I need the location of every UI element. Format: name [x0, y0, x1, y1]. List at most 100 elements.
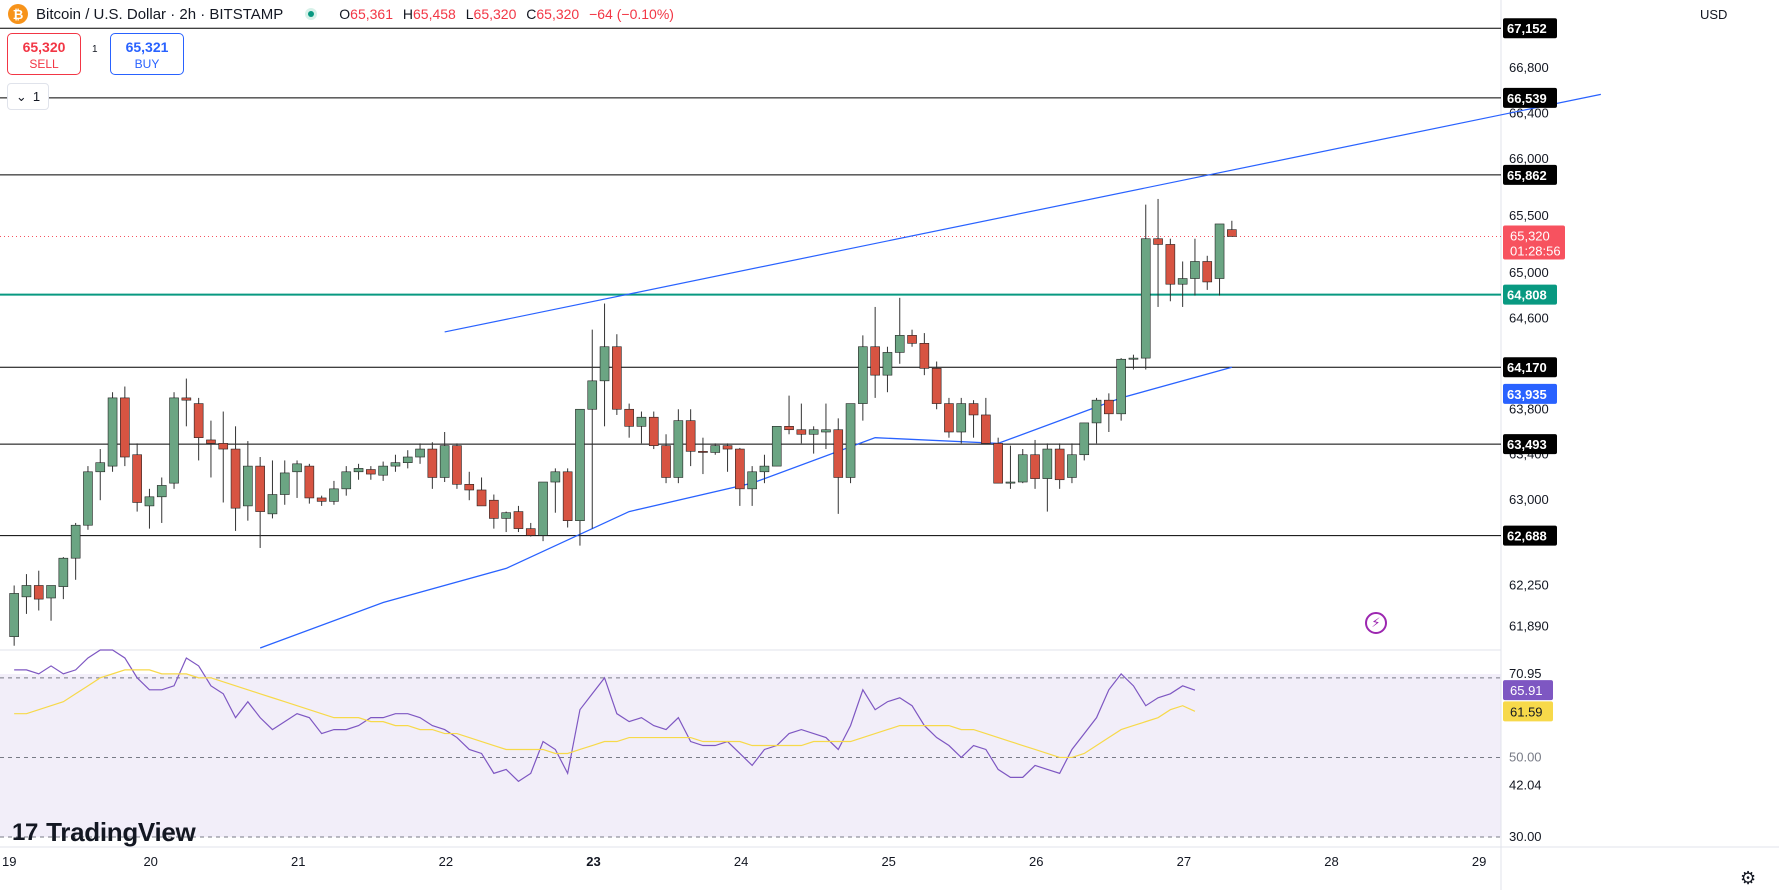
rsi-ma-value-label: 61.59 — [1510, 704, 1543, 719]
candle-7 — [95, 462, 106, 473]
candle-70 — [870, 346, 880, 376]
candle-9 — [120, 397, 130, 458]
level-label-2: 65,862 — [1507, 168, 1547, 183]
level-label-4-bg — [1503, 434, 1557, 455]
candle-50 — [624, 408, 634, 427]
candle-19 — [243, 465, 253, 507]
rsi-line — [14, 649, 1196, 783]
candle-48 — [599, 346, 610, 382]
candle-83 — [1030, 454, 1040, 479]
candle-76 — [944, 403, 954, 433]
tradingview-mark-icon: 17 — [12, 818, 39, 846]
candle-79 — [981, 414, 991, 444]
trendline — [444, 93, 1601, 333]
level-label-3-bg — [1503, 357, 1557, 378]
time-tick-9: 28 — [1324, 854, 1338, 869]
candle-24 — [304, 465, 315, 499]
time-tick-6: 25 — [881, 854, 895, 869]
candle-47 — [587, 380, 598, 410]
lightning-icon[interactable]: ⚡ — [1365, 612, 1387, 634]
candle-93 — [1153, 238, 1163, 245]
candle-72 — [894, 335, 905, 353]
rsi-pane — [0, 650, 1501, 845]
candle-14 — [181, 397, 192, 401]
candle-39 — [489, 499, 499, 519]
candle-3 — [46, 585, 56, 599]
currency-selector[interactable]: USD — [1700, 6, 1728, 22]
market-status-icon — [305, 8, 318, 20]
time-tick-10: 29 — [1472, 854, 1486, 869]
candle-87 — [1079, 422, 1090, 456]
ma-label: 63,935 — [1507, 387, 1547, 402]
candle-81 — [1005, 481, 1016, 484]
level-label-5: 62,688 — [1507, 529, 1547, 544]
candle-52 — [648, 416, 659, 446]
candle-71 — [882, 352, 893, 376]
level-label-5-bg — [1503, 525, 1557, 546]
candle-69 — [858, 346, 868, 404]
candle-73 — [907, 335, 917, 344]
time-tick-2: 21 — [291, 854, 305, 869]
candle-11 — [144, 496, 155, 507]
time-tick-3: 22 — [439, 854, 453, 869]
candle-64 — [796, 429, 807, 435]
candle-15 — [193, 403, 204, 438]
level-label-0: 67,152 — [1507, 21, 1547, 36]
price-tick-10: 66,400 — [1509, 106, 1549, 121]
candle-31 — [390, 462, 401, 467]
buy-label: BUY — [134, 57, 160, 71]
indicators-collapse-button[interactable]: ⌄ 1 — [7, 83, 49, 110]
chart-header: ₿ Bitcoin / U.S. Dollar · 2h · BITSTAMP … — [0, 0, 680, 28]
candle-28 — [353, 468, 364, 473]
buy-button[interactable]: 65,321 BUY — [110, 33, 184, 75]
candle-59 — [735, 448, 745, 490]
indicators-count: 1 — [32, 89, 41, 104]
candle-40 — [501, 512, 511, 519]
settings-icon[interactable]: ⚙ — [1740, 868, 1757, 888]
rsi-band — [0, 674, 1501, 838]
candle-51 — [636, 416, 647, 427]
highlight-level-label-bg — [1503, 284, 1557, 305]
price-tick-1: 62,250 — [1509, 577, 1549, 592]
candle-35 — [439, 445, 450, 478]
spread-value: 1 — [92, 44, 98, 55]
candle-12 — [156, 485, 167, 498]
candle-10 — [132, 454, 142, 503]
candle-41 — [513, 511, 524, 529]
candle-18 — [230, 448, 241, 509]
tradingview-logo[interactable]: 17 TradingView — [12, 817, 196, 847]
candle-91 — [1128, 357, 1139, 360]
candle-4 — [58, 557, 69, 587]
low-value: 65,320 — [473, 6, 517, 22]
candle-60 — [747, 471, 757, 490]
rsi-value-bg — [1503, 680, 1553, 701]
candle-66 — [821, 429, 831, 433]
candle-0 — [9, 593, 19, 637]
candle-25 — [316, 497, 327, 502]
high-value: 65,458 — [413, 6, 456, 22]
last-price-label: 65,320 — [1510, 228, 1550, 243]
candle-5 — [70, 524, 81, 559]
moving-average-line — [259, 366, 1233, 649]
rsi-tick-upper: 70.95 — [1509, 666, 1542, 681]
time-tick-0: 19 — [2, 854, 16, 869]
last-price-bg — [1503, 225, 1565, 260]
sell-button[interactable]: 65,320 SELL — [7, 33, 81, 75]
candle-23 — [292, 463, 302, 473]
highlight-level-label: 64,808 — [1507, 288, 1547, 303]
candle-57 — [710, 445, 721, 453]
rsi-tick-min: 30.00 — [1509, 829, 1542, 844]
level-label-1-bg — [1503, 87, 1557, 108]
candle-68 — [845, 403, 856, 478]
candle-58 — [722, 445, 733, 450]
chevron-down-icon: ⌄ — [15, 88, 27, 104]
sell-price: 65,320 — [22, 39, 66, 55]
candle-27 — [341, 471, 352, 490]
candle-86 — [1067, 454, 1077, 478]
symbol-title[interactable]: Bitcoin / U.S. Dollar · 2h · BITSTAMP — [36, 5, 284, 23]
candle-62 — [771, 426, 782, 467]
ma-label-bg — [1503, 383, 1557, 404]
level-label-0-bg — [1503, 18, 1557, 39]
time-tick-4: 23 — [586, 854, 600, 869]
